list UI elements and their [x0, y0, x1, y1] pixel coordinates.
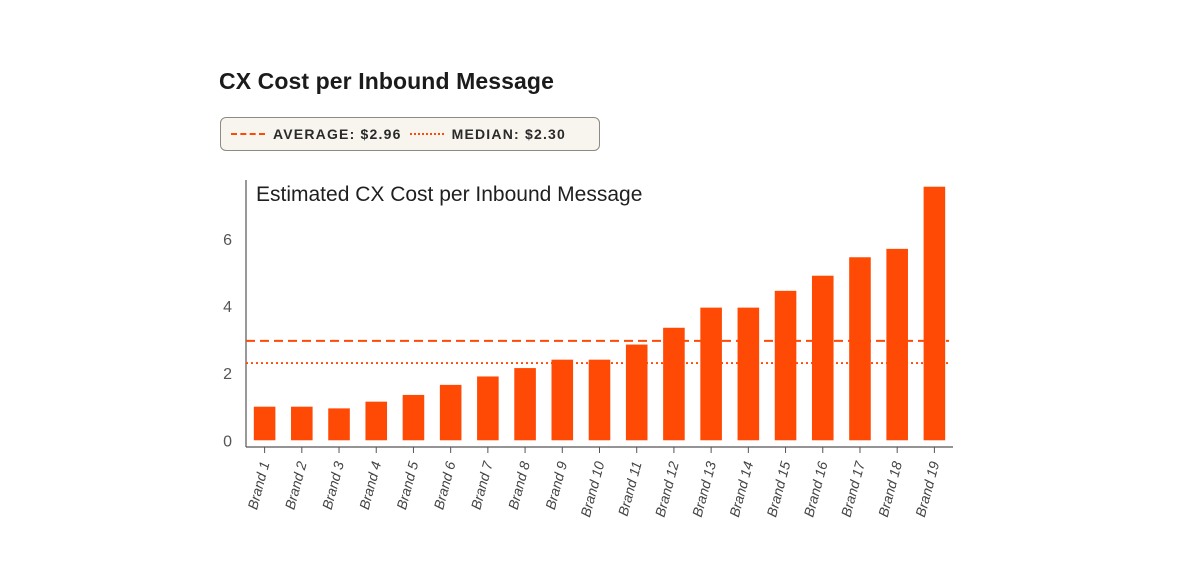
bar — [625, 344, 648, 441]
x-tick-label: Brand 6 — [430, 459, 458, 511]
bar — [365, 401, 388, 441]
x-tick-label: Brand 15 — [763, 459, 793, 518]
bar — [588, 359, 611, 441]
y-tick-label: 2 — [223, 366, 232, 383]
x-tick-label: Brand 12 — [652, 459, 682, 518]
median-label: MEDIAN: $2.30 — [451, 126, 567, 142]
bar — [551, 359, 574, 441]
x-tick-label: Brand 10 — [577, 459, 607, 518]
bar — [737, 307, 760, 441]
bar — [477, 376, 499, 441]
y-tick-label: 0 — [223, 433, 232, 450]
x-axis: Brand 1 Brand 2 Brand 3 Brand 4 Brand 5 Brand… — [244, 446, 953, 519]
bar — [439, 384, 462, 441]
x-tick-label: Brand 13 — [689, 459, 719, 518]
x-tick-label: Brand 14 — [726, 459, 756, 518]
x-tick-label: Brand 9 — [542, 459, 570, 511]
bar — [886, 248, 908, 441]
x-tick-label: Brand 17 — [838, 458, 868, 518]
bar — [328, 408, 350, 441]
bar — [849, 257, 871, 441]
x-tick-label: Brand 2 — [282, 459, 310, 511]
y-tick-label: 4 — [223, 299, 232, 316]
x-tick-label: Brand 8 — [505, 459, 533, 511]
x-tick-label: Brand 19 — [912, 459, 942, 518]
x-tick-label: Brand 7 — [468, 458, 496, 511]
bar — [253, 406, 276, 441]
x-tick-label: Brand 5 — [393, 459, 421, 511]
x-tick-label: Brand 18 — [875, 459, 905, 518]
x-tick-label: Brand 3 — [319, 459, 347, 511]
bar — [811, 275, 834, 441]
y-tick-label: 6 — [223, 232, 232, 249]
bar — [923, 186, 946, 441]
bar — [291, 406, 313, 441]
bar — [774, 290, 797, 441]
bar — [700, 307, 722, 441]
legend-item-median: MEDIAN: $2.30 — [409, 126, 567, 142]
x-tick-label: Brand 11 — [615, 460, 645, 518]
bar — [514, 368, 536, 441]
y-axis: 0 2 4 6 — [223, 180, 247, 450]
x-tick-label: Brand 4 — [356, 459, 384, 511]
legend: AVERAGE: $2.96 MEDIAN: $2.30 — [220, 117, 600, 151]
x-tick-label: Brand 1 — [244, 460, 272, 512]
average-line-swatch — [231, 133, 265, 135]
legend-item-average: AVERAGE: $2.96 — [231, 126, 402, 142]
page-title: CX Cost per Inbound Message — [219, 68, 554, 94]
reference-lines — [246, 339, 949, 364]
chart-title: Estimated CX Cost per Inbound Message — [256, 183, 642, 206]
average-label: AVERAGE: $2.96 — [273, 126, 402, 142]
bars — [253, 186, 946, 441]
x-tick-label: Brand 16 — [800, 459, 830, 518]
bar — [663, 327, 685, 441]
bar — [402, 394, 425, 441]
median-line-swatch — [409, 133, 444, 135]
